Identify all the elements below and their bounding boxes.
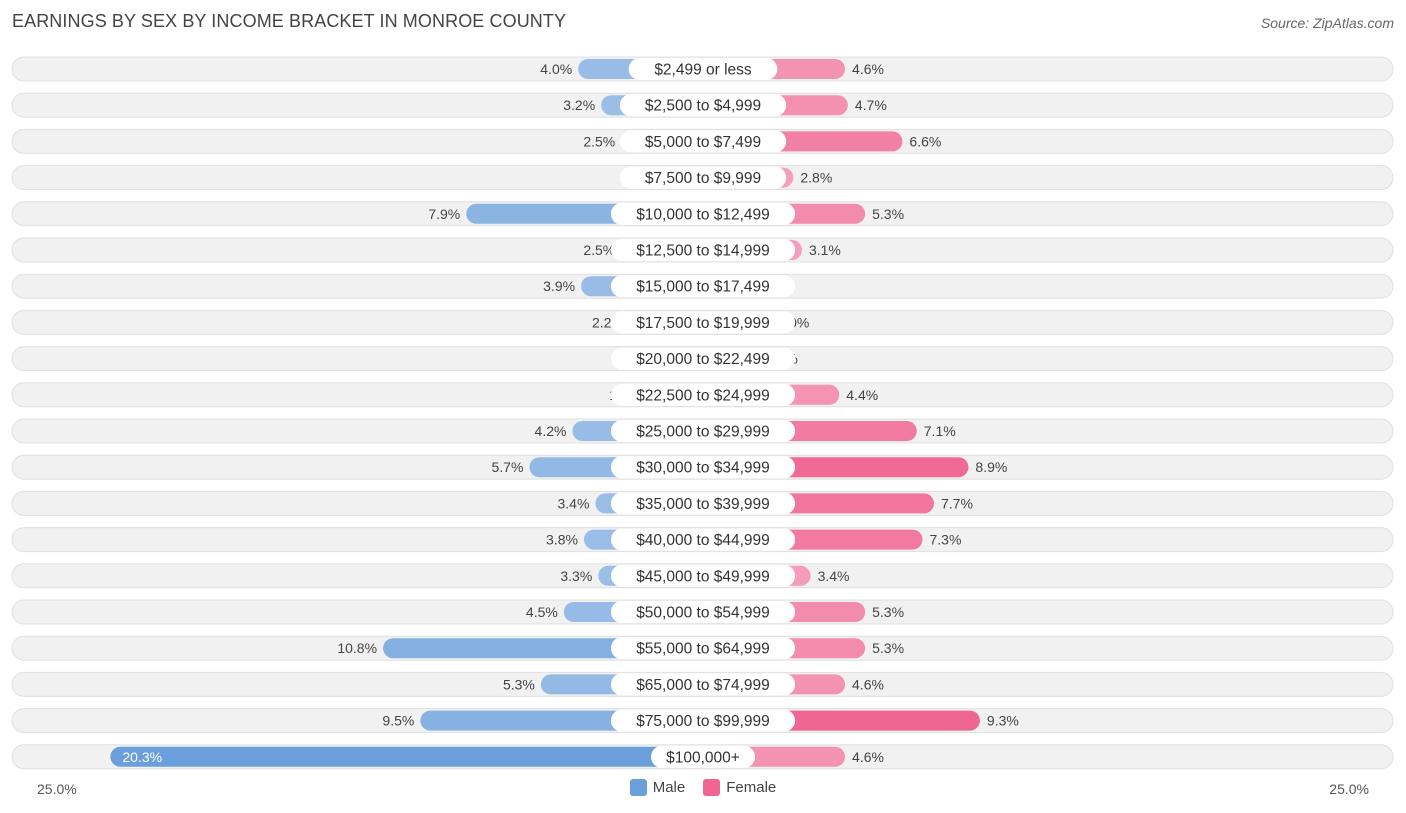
category-label-bg bbox=[610, 564, 796, 587]
category-label-bg bbox=[619, 166, 787, 189]
male-bar bbox=[110, 746, 703, 767]
male-value-label: 4.0% bbox=[540, 61, 572, 77]
female-value-label: 7.3% bbox=[930, 532, 962, 548]
female-value-label: 2.8% bbox=[800, 170, 832, 186]
category-label-bg bbox=[610, 347, 796, 370]
category-label: $22,500 to $24,999 bbox=[636, 387, 770, 404]
category-label: $15,000 to $17,499 bbox=[636, 279, 770, 296]
category-label-bg bbox=[619, 94, 787, 117]
female-value-label: 5.3% bbox=[872, 604, 904, 620]
category-label: $2,499 or less bbox=[654, 62, 752, 79]
female-value-label: 4.6% bbox=[852, 749, 884, 765]
male-value-label: 2.5% bbox=[583, 133, 615, 149]
male-value-label: 5.7% bbox=[491, 459, 523, 475]
male-value-label: 5.3% bbox=[503, 676, 535, 692]
female-value-label: 4.6% bbox=[852, 61, 884, 77]
category-label: $2,500 to $4,999 bbox=[645, 98, 761, 115]
male-value-label: 3.8% bbox=[546, 532, 578, 548]
category-label-bg bbox=[610, 383, 796, 406]
category-label-bg bbox=[610, 601, 796, 623]
category-label: $20,000 to $22,499 bbox=[636, 351, 770, 368]
category-label: $35,000 to $39,999 bbox=[636, 496, 770, 513]
category-label: $10,000 to $12,499 bbox=[636, 206, 770, 223]
category-label-bg bbox=[619, 130, 787, 153]
female-value-label: 7.7% bbox=[941, 495, 973, 511]
category-label-bg bbox=[610, 637, 796, 660]
chart-title: EARNINGS BY SEX BY INCOME BRACKET IN MON… bbox=[12, 11, 567, 31]
male-value-label: 20.3% bbox=[122, 749, 162, 765]
male-value-label: 9.5% bbox=[382, 713, 414, 729]
category-label-bg bbox=[610, 673, 796, 696]
category-label-bg bbox=[610, 275, 796, 298]
category-label: $30,000 to $34,999 bbox=[636, 460, 770, 477]
axis-right-label: 25.0% bbox=[1329, 781, 1369, 797]
female-value-label: 4.4% bbox=[846, 387, 878, 403]
category-label: $100,000+ bbox=[666, 749, 740, 766]
male-value-label: 3.2% bbox=[563, 97, 595, 113]
axis-left-label: 25.0% bbox=[37, 781, 77, 797]
female-value-label: 7.1% bbox=[924, 423, 956, 439]
category-label: $12,500 to $14,999 bbox=[636, 243, 770, 260]
male-value-label: 3.9% bbox=[543, 278, 575, 294]
legend-swatch-male bbox=[629, 779, 647, 796]
legend: Male Female bbox=[0, 779, 1406, 796]
category-label-bg bbox=[610, 202, 796, 225]
category-label: $75,000 to $99,999 bbox=[636, 713, 770, 730]
female-value-label: 6.6% bbox=[909, 133, 941, 149]
female-value-label: 5.3% bbox=[872, 640, 904, 656]
category-label-bg bbox=[628, 58, 778, 80]
category-label: $25,000 to $29,999 bbox=[636, 424, 770, 441]
chart-source: Source: ZipAtlas.com bbox=[1260, 15, 1394, 31]
male-value-label: 7.9% bbox=[428, 206, 460, 222]
male-value-label: 4.2% bbox=[535, 423, 567, 439]
legend-item-female[interactable]: Female bbox=[703, 779, 776, 796]
category-label: $50,000 to $54,999 bbox=[636, 605, 770, 622]
category-label-bg bbox=[610, 420, 796, 442]
category-label: $40,000 to $44,999 bbox=[636, 532, 770, 549]
category-label: $45,000 to $49,999 bbox=[636, 568, 770, 585]
category-label: $65,000 to $74,999 bbox=[636, 677, 770, 694]
category-label-bg bbox=[610, 311, 796, 334]
male-value-label: 3.4% bbox=[557, 495, 589, 511]
category-label-bg bbox=[610, 709, 796, 732]
male-value-label: 10.8% bbox=[337, 640, 377, 656]
female-value-label: 4.7% bbox=[855, 97, 887, 113]
female-value-label: 9.3% bbox=[987, 713, 1019, 729]
category-label: $17,500 to $19,999 bbox=[636, 315, 770, 332]
female-value-label: 3.4% bbox=[818, 568, 850, 584]
category-label-bg bbox=[610, 528, 796, 551]
category-label: $55,000 to $64,999 bbox=[636, 641, 770, 658]
legend-item-male[interactable]: Male bbox=[629, 779, 686, 796]
category-label-bg bbox=[610, 239, 796, 261]
female-value-label: 4.6% bbox=[852, 676, 884, 692]
male-value-label: 4.5% bbox=[526, 604, 558, 620]
category-label-bg bbox=[610, 456, 796, 479]
category-label-bg bbox=[650, 745, 756, 768]
category-label: $5,000 to $7,499 bbox=[645, 134, 761, 151]
legend-swatch-female bbox=[703, 779, 721, 796]
legend-label-male: Male bbox=[652, 779, 686, 796]
category-label-bg bbox=[610, 492, 796, 515]
male-value-label: 2.5% bbox=[583, 242, 615, 258]
female-value-label: 5.3% bbox=[872, 206, 904, 222]
female-value-label: 3.1% bbox=[809, 242, 841, 258]
male-value-label: 3.3% bbox=[560, 568, 592, 584]
category-label: $7,500 to $9,999 bbox=[645, 170, 761, 187]
female-value-label: 8.9% bbox=[975, 459, 1007, 475]
legend-label-female: Female bbox=[726, 779, 777, 796]
